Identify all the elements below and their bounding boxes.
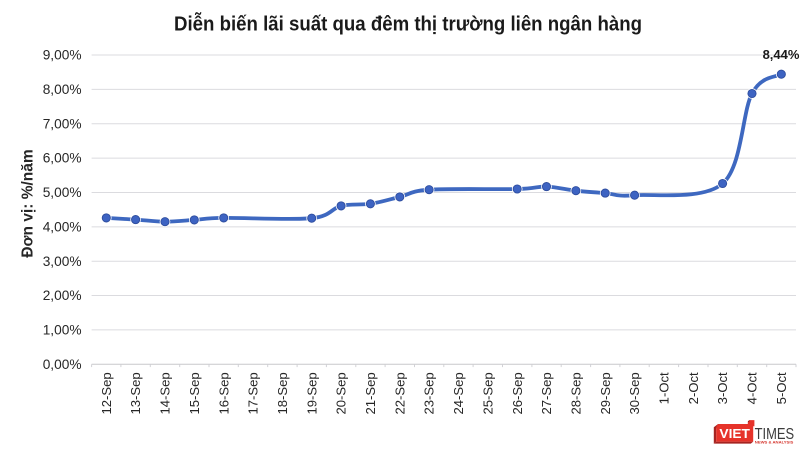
svg-text:5,00%: 5,00%: [43, 185, 82, 200]
svg-text:27-Sep: 27-Sep: [539, 372, 554, 414]
svg-text:Đơn vị: %/năm: Đơn vị: %/năm: [20, 149, 37, 257]
svg-text:21-Sep: 21-Sep: [363, 372, 378, 414]
svg-text:TIMES: TIMES: [755, 426, 795, 443]
svg-text:1-Oct: 1-Oct: [657, 372, 672, 404]
svg-text:15-Sep: 15-Sep: [187, 372, 202, 414]
svg-text:3,00%: 3,00%: [43, 254, 82, 269]
svg-text:18-Sep: 18-Sep: [275, 372, 290, 414]
svg-text:3-Oct: 3-Oct: [715, 372, 730, 404]
svg-text:30-Sep: 30-Sep: [627, 372, 642, 414]
svg-text:2-Oct: 2-Oct: [686, 372, 701, 404]
svg-text:7,00%: 7,00%: [43, 116, 82, 131]
svg-text:2,00%: 2,00%: [43, 288, 82, 303]
svg-text:1,00%: 1,00%: [43, 323, 82, 338]
svg-text:20-Sep: 20-Sep: [334, 372, 349, 414]
svg-text:28-Sep: 28-Sep: [569, 372, 584, 414]
svg-text:Diễn biến lãi suất qua đêm thị: Diễn biến lãi suất qua đêm thị trường li…: [174, 12, 642, 36]
svg-text:5-Oct: 5-Oct: [774, 372, 789, 404]
svg-text:8,00%: 8,00%: [43, 82, 82, 97]
svg-text:17-Sep: 17-Sep: [246, 372, 261, 414]
svg-text:13-Sep: 13-Sep: [128, 372, 143, 414]
svg-text:4-Oct: 4-Oct: [745, 372, 760, 404]
svg-text:29-Sep: 29-Sep: [598, 372, 613, 414]
svg-text:9,00%: 9,00%: [43, 48, 82, 63]
svg-text:14-Sep: 14-Sep: [158, 372, 173, 414]
svg-text:16-Sep: 16-Sep: [216, 372, 231, 414]
svg-text:22-Sep: 22-Sep: [392, 372, 407, 414]
svg-text:NEWS & ANALYSIS: NEWS & ANALYSIS: [755, 441, 794, 445]
svg-text:26-Sep: 26-Sep: [510, 372, 525, 414]
svg-text:12-Sep: 12-Sep: [99, 372, 114, 414]
svg-text:23-Sep: 23-Sep: [422, 372, 437, 414]
svg-text:6,00%: 6,00%: [43, 151, 82, 166]
svg-text:24-Sep: 24-Sep: [451, 372, 466, 414]
svg-text:0,00%: 0,00%: [43, 357, 82, 372]
svg-text:8,44%: 8,44%: [763, 47, 800, 62]
svg-text:19-Sep: 19-Sep: [304, 372, 319, 414]
svg-text:4,00%: 4,00%: [43, 219, 82, 234]
svg-text:VIET: VIET: [719, 426, 750, 441]
svg-text:25-Sep: 25-Sep: [480, 372, 495, 414]
